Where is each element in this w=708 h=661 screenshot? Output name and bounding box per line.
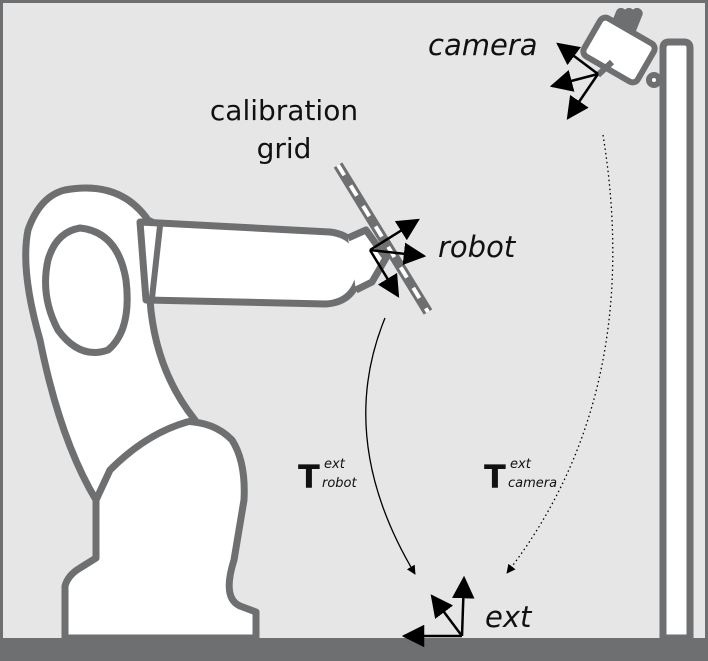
robot-label: robot — [438, 230, 516, 264]
calibration-label-line1: calibration — [209, 94, 359, 127]
calibration-label-line2: grid — [256, 132, 312, 165]
transform-robot-subscript: robot — [322, 476, 357, 491]
camera-label: camera — [428, 28, 538, 62]
robot-forearm — [136, 218, 390, 308]
ext-label: ext — [485, 600, 532, 634]
calibration-grid-plate — [333, 162, 433, 315]
camera-frame-axes — [549, 42, 600, 120]
camera-body — [580, 7, 662, 88]
floor — [0, 638, 708, 661]
transform-camera-subscript: camera — [508, 476, 558, 491]
camera-pole — [659, 38, 694, 642]
robot-frame-axes — [368, 218, 427, 298]
calibration-grid-label: calibration grid — [196, 92, 372, 168]
camera-to-ext-arrow — [506, 134, 614, 574]
ext-frame-axes — [401, 575, 475, 648]
transform-robot-symbol: T — [298, 458, 320, 496]
transform-camera-symbol: T — [484, 458, 506, 496]
robot-to-ext-arrow — [365, 317, 416, 575]
transform-robot-superscript: ext — [324, 457, 345, 472]
transform-camera-superscript: ext — [510, 457, 531, 472]
